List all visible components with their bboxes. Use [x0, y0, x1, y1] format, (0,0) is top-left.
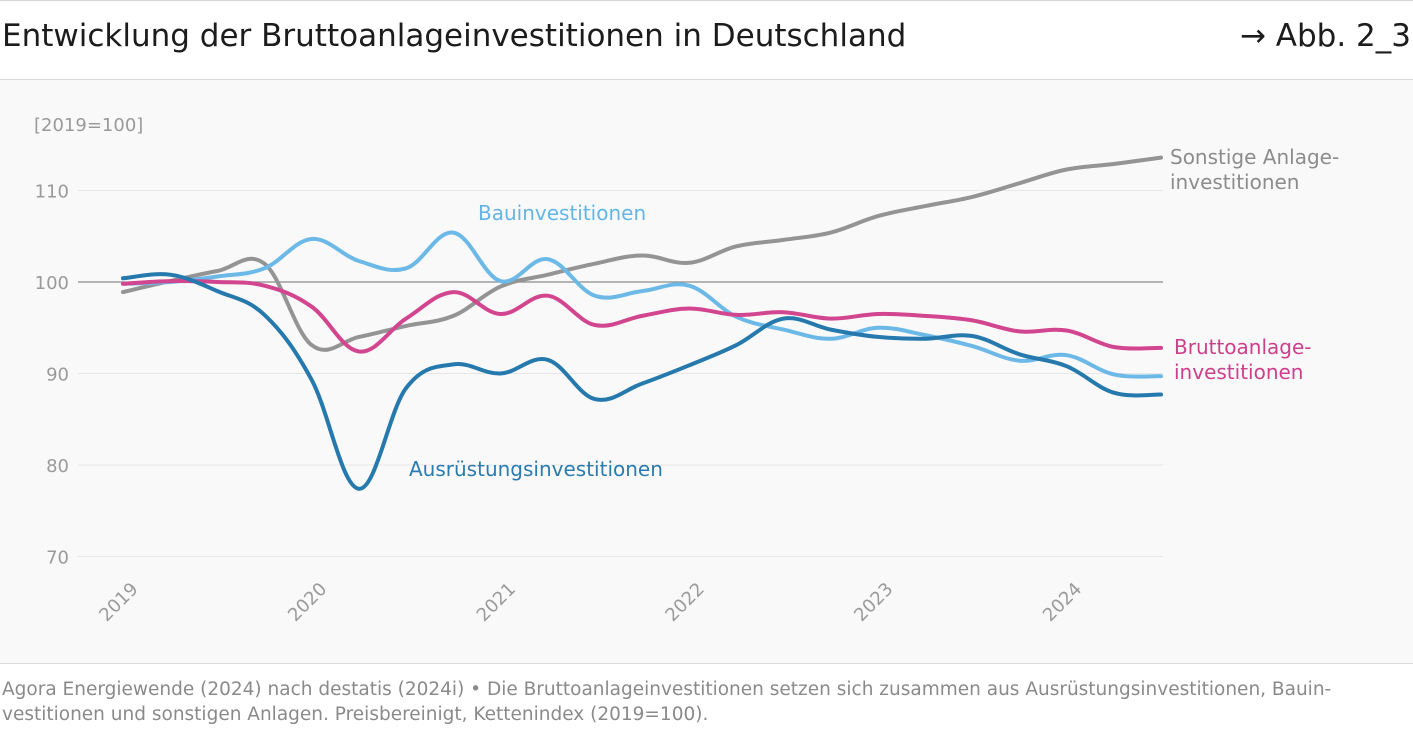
y-tick-label-80: 80	[46, 456, 69, 477]
y-tick-label-70: 70	[46, 548, 69, 569]
x-tick-label-2020: 2020	[284, 579, 331, 626]
x-tick-label-2021: 2021	[473, 579, 520, 626]
series-line-sonstige-anlageinvestitionen	[121, 155, 1163, 352]
page-title: Entwicklung der Bruttoanlageinvestitione…	[2, 18, 907, 54]
footer-divider	[0, 663, 1413, 664]
y-tick-label-100: 100	[35, 273, 69, 294]
x-tick-label-2023: 2023	[850, 579, 897, 626]
series-label-sonstige-anlageinvestitionen-line1: Sonstige Anlage-	[1170, 145, 1339, 169]
top-divider	[0, 0, 1413, 1]
header-divider	[0, 79, 1413, 80]
series-label-bruttoanlageinvestitionen-line2: investitionen	[1174, 360, 1303, 384]
series-label-bruttoanlageinvestitionen-line1: Bruttoanlage-	[1174, 335, 1312, 359]
series-line-ausruestungsinvestitionen	[121, 272, 1163, 491]
x-tick-label-2019: 2019	[95, 579, 142, 626]
source-footnote: Agora Energiewende (2024) nach destatis …	[2, 679, 1332, 725]
unit-label: [2019=100]	[34, 115, 143, 136]
series-label-sonstige-anlageinvestitionen-line2: investitionen	[1170, 170, 1299, 194]
chart-panel	[0, 80, 1413, 663]
header: Entwicklung der Bruttoanlageinvestitione…	[0, 0, 1413, 80]
y-tick-label-90: 90	[46, 365, 69, 386]
series-line-bauinvestitionen	[121, 230, 1163, 379]
series-label-ausruestungsinvestitionen: Ausrüstungsinvestitionen	[409, 457, 663, 481]
y-tick-label-110: 110	[35, 182, 69, 203]
x-tick-label-2024: 2024	[1039, 579, 1086, 626]
series-label-bauinvestitionen: Bauinvestitionen	[478, 201, 646, 225]
figure-reference: → Abb. 2_3	[1239, 18, 1411, 54]
x-tick-label-2022: 2022	[661, 579, 708, 626]
series-line-bruttoanlageinvestitionen	[121, 279, 1163, 354]
